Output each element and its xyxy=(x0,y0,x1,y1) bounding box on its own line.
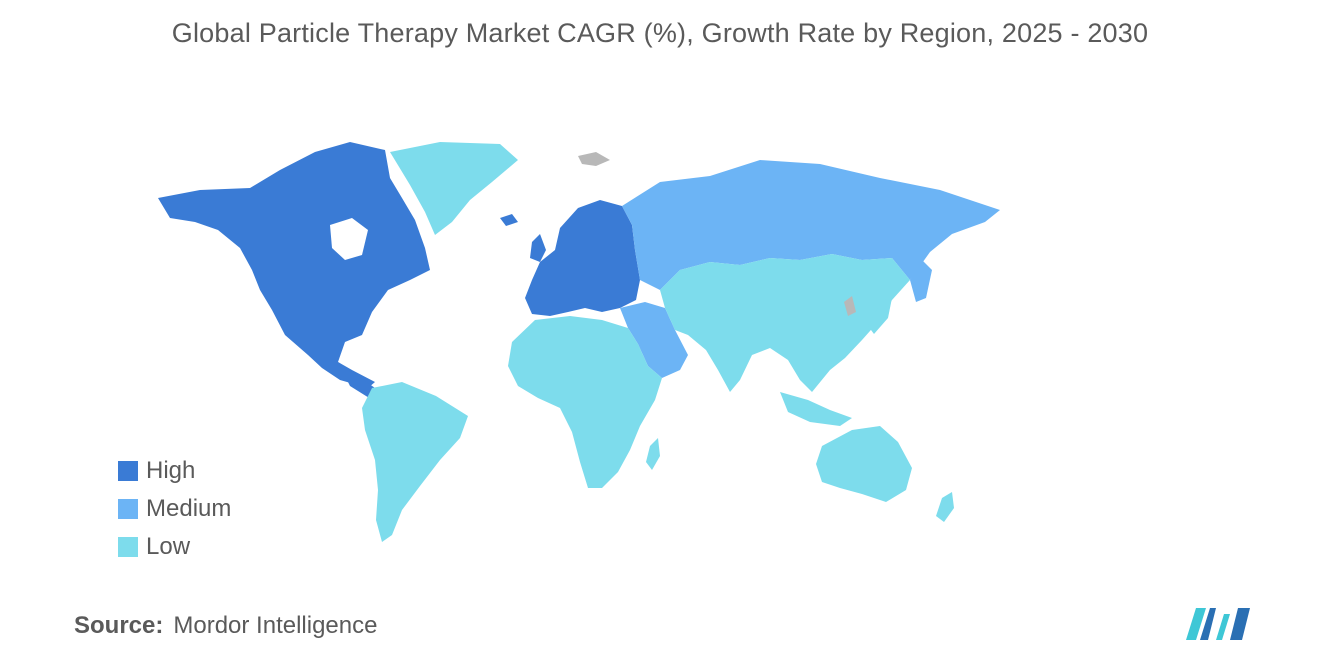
region-north-america xyxy=(158,142,430,388)
region-uk xyxy=(530,234,546,262)
region-new-zealand xyxy=(936,492,954,522)
hudson-bay xyxy=(330,218,368,260)
legend-label-high: High xyxy=(146,457,196,484)
legend-item-low: Low xyxy=(118,528,231,566)
region-svalbard xyxy=(578,152,610,166)
legend-label-low: Low xyxy=(146,533,191,560)
mordor-intelligence-logo-icon xyxy=(1186,604,1250,640)
region-greenland xyxy=(390,142,518,235)
region-africa xyxy=(508,316,662,488)
region-middle-east xyxy=(620,302,688,378)
legend-swatch-medium xyxy=(118,499,138,519)
region-europe xyxy=(525,200,640,316)
legend-swatch-low xyxy=(118,537,138,557)
source-line: Source: Mordor Intelligence xyxy=(74,612,377,640)
legend: High Medium Low xyxy=(118,452,231,566)
region-south-america xyxy=(362,382,468,542)
region-korea xyxy=(844,296,856,316)
legend-item-medium: Medium xyxy=(118,490,231,528)
region-russia xyxy=(622,160,1000,290)
source-value: Mordor Intelligence xyxy=(173,612,378,639)
source-label: Source: xyxy=(74,612,164,639)
region-australia xyxy=(816,426,912,502)
region-asia xyxy=(660,254,910,392)
legend-label-medium: Medium xyxy=(146,495,232,522)
region-iceland xyxy=(500,214,518,226)
world-map xyxy=(140,130,1020,560)
region-far-east xyxy=(910,260,932,302)
region-southeast-asia xyxy=(780,392,852,426)
legend-swatch-high xyxy=(118,461,138,481)
chart-title: Global Particle Therapy Market CAGR (%),… xyxy=(171,18,1149,48)
region-madagascar xyxy=(646,438,660,470)
region-japan xyxy=(868,298,892,334)
legend-item-high: High xyxy=(118,452,231,490)
